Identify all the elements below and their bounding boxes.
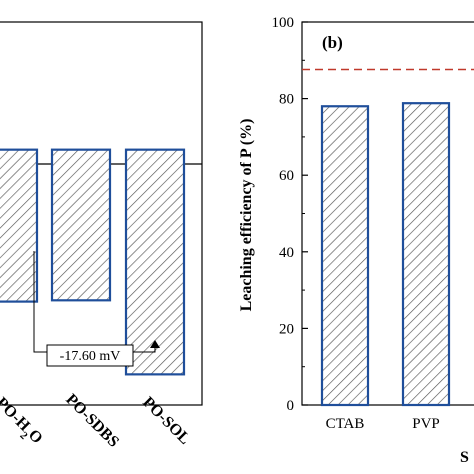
bar-ctab bbox=[320, 105, 370, 407]
y-tick-label: 40 bbox=[279, 245, 294, 261]
y-tick-label: 60 bbox=[279, 168, 294, 184]
x-tick-label-po-h2o: PO-H2O bbox=[0, 394, 46, 451]
panel-a-frame bbox=[0, 21, 203, 406]
x-axis-title: S bbox=[460, 449, 469, 466]
y-tick-label: 0 bbox=[287, 398, 295, 414]
panel-a: -17.60 mV PO-H2O PO-SDBS PO-SOL bbox=[0, 21, 203, 451]
y-tick-label: 80 bbox=[279, 92, 294, 108]
annotation-arrowhead bbox=[150, 340, 160, 348]
panel-b: Leaching efficiency of P (%) (b) 0 20 40 60… bbox=[238, 15, 474, 466]
y-axis-title: Leaching efficiency of P (%) bbox=[238, 119, 255, 312]
x-tick-label-po-sdbs: PO-SDBS bbox=[62, 391, 122, 451]
x-tick-label-ctab: CTAB bbox=[326, 416, 365, 432]
bar-po-sol bbox=[124, 148, 186, 376]
x-tick-label-pvp: PVP bbox=[412, 416, 440, 432]
panel-label-b: (b) bbox=[322, 33, 343, 52]
bar-pvp bbox=[401, 102, 451, 407]
annotation-group: -17.60 mV bbox=[33, 251, 160, 367]
y-tick-label: 20 bbox=[279, 321, 294, 337]
bar-po-h2o bbox=[0, 148, 39, 303]
y-tick-label: 100 bbox=[272, 15, 295, 31]
x-tick-label-po-sol: PO-SOL bbox=[139, 394, 193, 448]
annotation-label: -17.60 mV bbox=[60, 349, 121, 364]
annotation-box bbox=[46, 344, 134, 367]
bar-po-sdbs bbox=[50, 148, 112, 302]
